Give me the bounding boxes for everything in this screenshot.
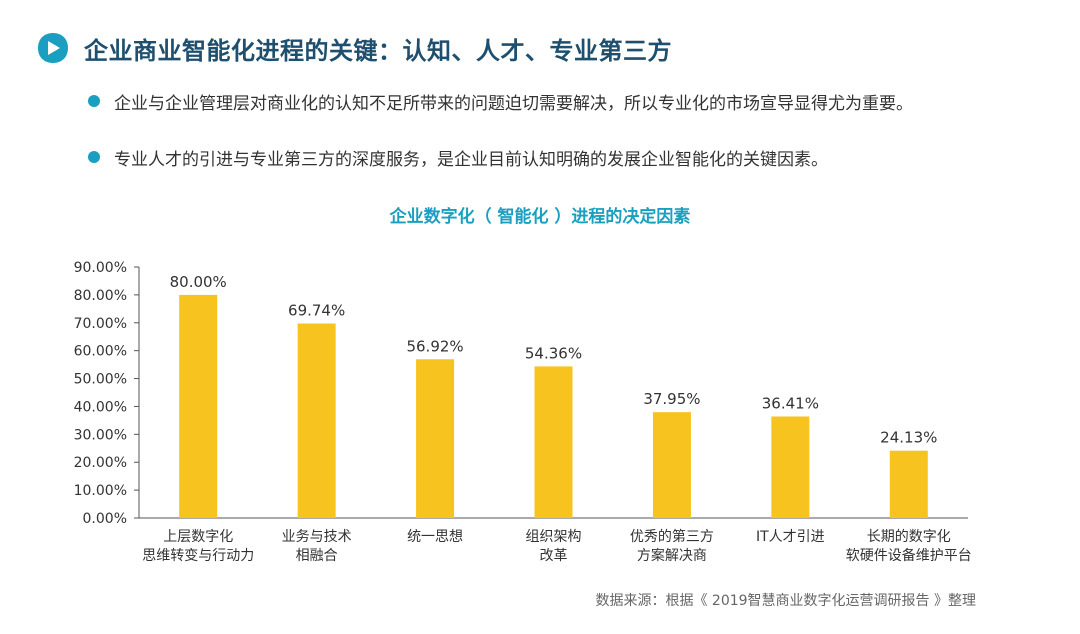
data-label: 56.92% — [406, 337, 463, 355]
bullet-text: 企业与企业管理层对商业化的认知不足所带来的问题迫切需要解决，所以专业化的市场宣导… — [114, 93, 913, 114]
category-label: 上层数字化 — [163, 529, 233, 545]
source-note: 数据来源：根据《 2019智慧商业数字化运营调研报告 》整理 — [595, 593, 976, 609]
data-label: 80.00% — [170, 273, 227, 291]
data-label: 24.13% — [880, 429, 937, 447]
category-label: 优秀的第三方 — [630, 528, 714, 545]
category-label: 统一思想 — [407, 529, 463, 545]
y-tick-label: 0.00% — [83, 511, 127, 527]
bullet-text: 专业人才的引进与专业第三方的深度服务，是企业目前认知明确的发展企业智能化的关键因… — [114, 149, 828, 170]
category-label: 改革 — [540, 548, 568, 564]
bar — [771, 416, 810, 518]
bullet-dot-icon — [88, 95, 100, 107]
data-label: 36.41% — [762, 394, 819, 412]
y-tick-label: 80.00% — [74, 288, 127, 304]
bar — [297, 323, 336, 518]
y-tick-label: 50.00% — [74, 372, 127, 388]
data-label: 54.36% — [525, 344, 582, 362]
category-label: 长期的数字化 — [867, 529, 951, 545]
bar — [534, 366, 573, 518]
y-tick-label: 40.00% — [74, 399, 127, 415]
y-tick-label: 70.00% — [74, 316, 127, 332]
bullet-list: 企业与企业管理层对商业化的认知不足所带来的问题迫切需要解决，所以专业化的市场宣导… — [88, 88, 1048, 200]
y-tick-label: 60.00% — [74, 344, 127, 360]
y-tick-label: 30.00% — [74, 427, 127, 443]
category-label: 方案解决商 — [637, 547, 707, 564]
bar — [889, 450, 928, 518]
data-label: 69.74% — [288, 302, 345, 320]
bullet-item: 企业与企业管理层对商业化的认知不足所带来的问题迫切需要解决，所以专业化的市场宣导… — [88, 88, 1048, 114]
category-label: IT人才引进 — [756, 529, 825, 545]
chart-title: 企业数字化（ 智能化 ）进程的决定因素 — [389, 207, 691, 227]
play-badge-icon — [38, 33, 68, 63]
data-label: 37.95% — [643, 390, 700, 408]
category-label: 相融合 — [296, 548, 338, 564]
y-tick-label: 10.00% — [74, 483, 127, 499]
category-label: 业务与技术 — [282, 529, 352, 545]
bar — [416, 359, 455, 518]
category-label: 思维转变与行动力 — [142, 548, 254, 564]
bar — [179, 294, 218, 518]
y-tick-label: 20.00% — [74, 455, 127, 471]
page-header: 企业商业智能化进程的关键：认知、人才、专业第三方 — [36, 26, 672, 70]
bullet-dot-icon — [88, 151, 100, 163]
page-title: 企业商业智能化进程的关键：认知、人才、专业第三方 — [84, 36, 672, 65]
bar — [652, 412, 691, 518]
category-label: 组织架构 — [526, 529, 582, 545]
bullet-item: 专业人才的引进与专业第三方的深度服务，是企业目前认知明确的发展企业智能化的关键因… — [88, 144, 1048, 170]
y-tick-label: 90.00% — [74, 260, 127, 276]
category-label: 软硬件设备维护平台 — [846, 547, 972, 564]
